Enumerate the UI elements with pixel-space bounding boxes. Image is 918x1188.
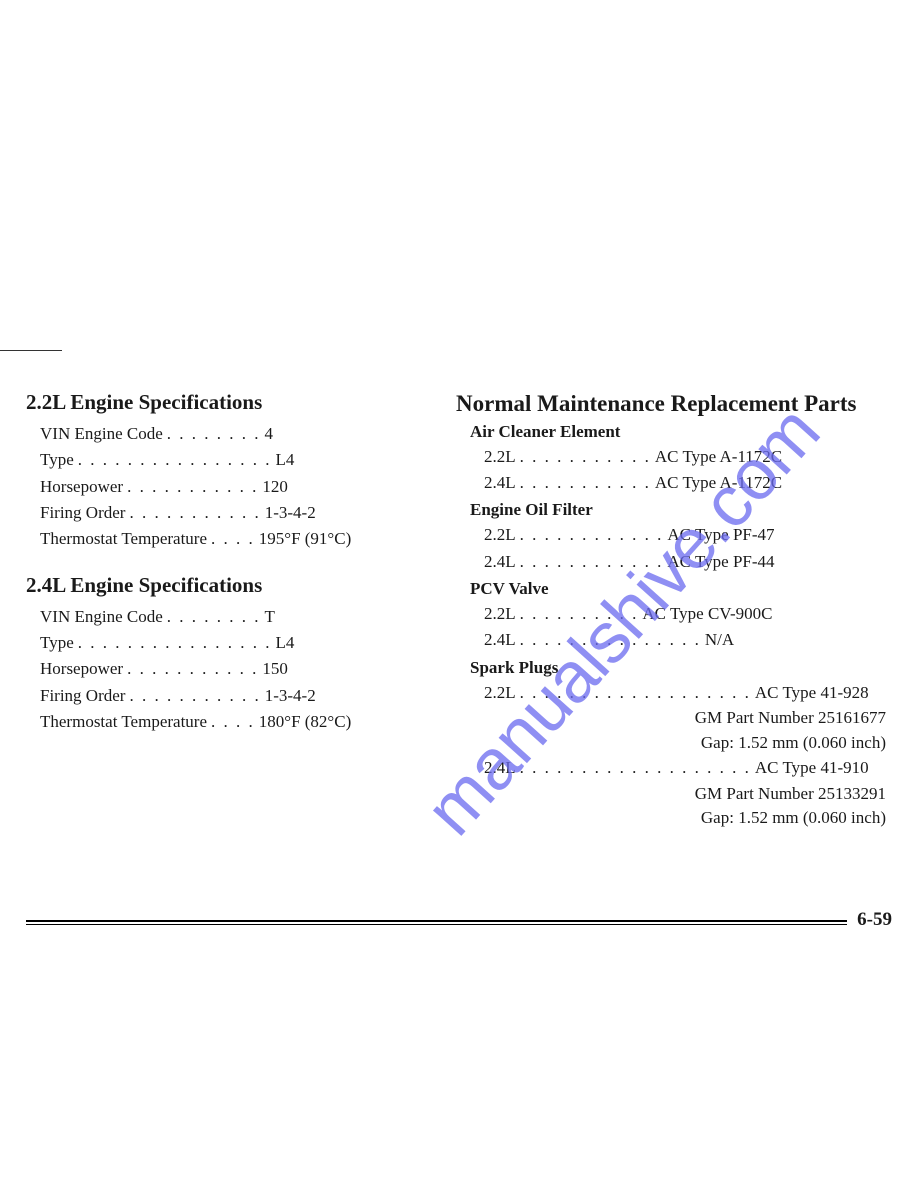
leader-dots: . . . . . . . . . . . . . . . . xyxy=(74,630,276,656)
part-row: 2.4L . . . . . . . . . . . . AC Type PF-… xyxy=(484,549,886,575)
left-column: 2.2L Engine Specifications VIN Engine Co… xyxy=(26,388,436,831)
spec-label: Firing Order xyxy=(40,683,125,709)
spec-label: Firing Order xyxy=(40,500,125,526)
part-row: 2.4L . . . . . . . . . . . AC Type A-117… xyxy=(484,470,886,496)
spec-value: L4 xyxy=(276,447,295,473)
leader-dots: . . . . . . . . . . . . xyxy=(516,522,668,548)
spec-label: Type xyxy=(40,630,74,656)
heading-24l-specs: 2.4L Engine Specifications xyxy=(26,573,436,598)
part-extra: Gap: 1.52 mm (0.060 inch) xyxy=(456,806,886,831)
spec-value: 150 xyxy=(262,656,288,682)
spec-row: Type . . . . . . . . . . . . . . . . L4 xyxy=(40,630,436,656)
leader-dots: . . . . . . . . . . . . xyxy=(516,549,668,575)
part-value: N/A xyxy=(705,627,734,653)
spec-row: VIN Engine Code . . . . . . . . 4 xyxy=(40,421,436,447)
leader-dots: . . . . . . . . xyxy=(163,604,265,630)
part-label: 2.2L xyxy=(484,680,516,706)
leader-dots: . . . . . . . . . . . xyxy=(516,470,655,496)
part-extra: GM Part Number 25133291 xyxy=(456,782,886,807)
spec-label: VIN Engine Code xyxy=(40,421,163,447)
leader-dots: . . . . . . . . . . . . . . . . . . . xyxy=(516,755,755,781)
part-label: 2.4L xyxy=(484,549,516,575)
spec-value: T xyxy=(265,604,275,630)
leader-dots: . . . . . . . . . . . xyxy=(123,656,262,682)
spec-value: 1-3-4-2 xyxy=(265,500,316,526)
spec-value: 120 xyxy=(262,474,288,500)
spec-value: 195°F (91°C) xyxy=(259,526,351,552)
spec-row: Firing Order . . . . . . . . . . . 1-3-4… xyxy=(40,500,436,526)
spec-row: Type . . . . . . . . . . . . . . . . L4 xyxy=(40,447,436,473)
spec-row: Thermostat Temperature . . . . 180°F (82… xyxy=(40,709,436,735)
part-row: 2.2L . . . . . . . . . . AC Type CV-900C xyxy=(484,601,886,627)
spec-value: 180°F (82°C) xyxy=(259,709,351,735)
page-content: 2.2L Engine Specifications VIN Engine Co… xyxy=(26,388,892,831)
part-label: 2.4L xyxy=(484,755,516,781)
spec-row: Thermostat Temperature . . . . 195°F (91… xyxy=(40,526,436,552)
part-row: 2.2L . . . . . . . . . . . AC Type A-117… xyxy=(484,444,886,470)
spec-value: 1-3-4-2 xyxy=(265,683,316,709)
part-label: 2.4L xyxy=(484,470,516,496)
spec-label: Type xyxy=(40,447,74,473)
part-extra: GM Part Number 25161677 xyxy=(456,706,886,731)
part-row: 2.2L . . . . . . . . . . . . AC Type PF-… xyxy=(484,522,886,548)
subheading-oil-filter: Engine Oil Filter xyxy=(470,500,886,520)
leader-dots: . . . . . . . . . . . xyxy=(125,683,264,709)
leader-dots: . . . . xyxy=(207,526,259,552)
part-value: AC Type A-1172C xyxy=(655,444,782,470)
spec-label: Thermostat Temperature xyxy=(40,709,207,735)
part-value: AC Type PF-44 xyxy=(667,549,774,575)
part-value: AC Type A-1172C xyxy=(655,470,782,496)
part-row: 2.4L . . . . . . . . . . . . . . . . . .… xyxy=(484,755,886,781)
footer-rule: 6-59 xyxy=(26,920,892,925)
spec-label: Thermostat Temperature xyxy=(40,526,207,552)
subheading-air-cleaner: Air Cleaner Element xyxy=(470,422,886,442)
part-value: AC Type 41-928 xyxy=(755,680,869,706)
spec-label: Horsepower xyxy=(40,656,123,682)
leader-dots: . . . . . . . . . . . . . . . xyxy=(516,627,705,653)
part-value: AC Type 41-910 xyxy=(755,755,869,781)
part-extra: Gap: 1.52 mm (0.060 inch) xyxy=(456,731,886,756)
spec-label: VIN Engine Code xyxy=(40,604,163,630)
spec-row: Horsepower . . . . . . . . . . . 150 xyxy=(40,656,436,682)
part-value: AC Type PF-47 xyxy=(667,522,774,548)
spec-value: L4 xyxy=(276,630,295,656)
spec-row: Horsepower . . . . . . . . . . . 120 xyxy=(40,474,436,500)
leader-dots: . . . . . . . . . . xyxy=(516,601,643,627)
subheading-pcv-valve: PCV Valve xyxy=(470,579,886,599)
part-label: 2.2L xyxy=(484,444,516,470)
leader-dots: . . . . xyxy=(207,709,259,735)
leader-dots: . . . . . . . . . . . xyxy=(125,500,264,526)
heading-maintenance-parts: Normal Maintenance Replacement Parts xyxy=(456,390,886,418)
leader-dots: . . . . . . . . . . . . . . . . . . . xyxy=(516,680,755,706)
part-label: 2.2L xyxy=(484,522,516,548)
leader-dots: . . . . . . . . . . . xyxy=(123,474,262,500)
part-row: 2.4L . . . . . . . . . . . . . . . N/A xyxy=(484,627,886,653)
top-rule xyxy=(0,350,62,351)
part-value: AC Type CV-900C xyxy=(642,601,772,627)
heading-22l-specs: 2.2L Engine Specifications xyxy=(26,390,436,415)
leader-dots: . . . . . . . . . . . . . . . . xyxy=(74,447,276,473)
part-label: 2.2L xyxy=(484,601,516,627)
page-number: 6-59 xyxy=(847,909,892,931)
right-column: Normal Maintenance Replacement Parts Air… xyxy=(456,388,886,831)
leader-dots: . . . . . . . . xyxy=(163,421,265,447)
spec-row: VIN Engine Code . . . . . . . . T xyxy=(40,604,436,630)
part-row: 2.2L . . . . . . . . . . . . . . . . . .… xyxy=(484,680,886,706)
spec-row: Firing Order . . . . . . . . . . . 1-3-4… xyxy=(40,683,436,709)
spec-value: 4 xyxy=(265,421,274,447)
leader-dots: . . . . . . . . . . . xyxy=(516,444,655,470)
part-label: 2.4L xyxy=(484,627,516,653)
subheading-spark-plugs: Spark Plugs xyxy=(470,658,886,678)
spec-label: Horsepower xyxy=(40,474,123,500)
